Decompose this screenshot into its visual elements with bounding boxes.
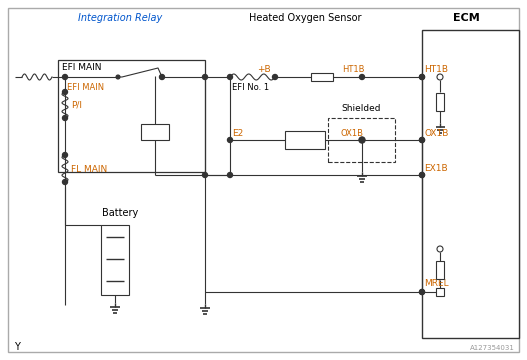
Bar (436, 288, 444, 296)
Text: Y: Y (14, 342, 20, 352)
Bar (101, 225, 129, 295)
Text: EFI MAIN: EFI MAIN (67, 82, 104, 91)
Circle shape (202, 172, 208, 177)
Circle shape (419, 138, 425, 143)
Circle shape (116, 75, 120, 79)
Text: FL MAIN: FL MAIN (71, 165, 108, 174)
Text: A127354031: A127354031 (470, 345, 515, 351)
Bar (285, 131, 325, 149)
Text: HT1B: HT1B (342, 64, 365, 73)
Circle shape (63, 116, 67, 121)
Circle shape (228, 75, 232, 80)
Text: OX1B: OX1B (424, 129, 448, 138)
Circle shape (63, 153, 67, 158)
Circle shape (359, 137, 365, 143)
Circle shape (160, 75, 164, 79)
Circle shape (419, 289, 425, 294)
Circle shape (160, 75, 164, 80)
Circle shape (419, 289, 425, 294)
Bar (436, 261, 444, 279)
Bar (141, 124, 169, 140)
Text: MREL: MREL (424, 279, 448, 288)
Circle shape (63, 180, 67, 185)
Text: HT1B: HT1B (424, 64, 448, 73)
Circle shape (359, 138, 365, 143)
Text: EFI No. 1: EFI No. 1 (232, 82, 269, 91)
Text: OX1B: OX1B (340, 129, 363, 138)
Bar (328, 118, 395, 162)
Text: +B: +B (257, 64, 271, 73)
Circle shape (228, 172, 232, 177)
Circle shape (228, 138, 232, 143)
Circle shape (419, 172, 425, 177)
Text: ECM: ECM (453, 13, 480, 23)
Text: Shielded: Shielded (341, 104, 380, 113)
Bar (422, 30, 519, 338)
Bar (311, 73, 333, 81)
Text: EX1B: EX1B (424, 163, 447, 172)
Circle shape (63, 90, 67, 95)
Text: P/I: P/I (71, 100, 82, 109)
Circle shape (359, 75, 365, 80)
Bar (58, 60, 205, 172)
Text: EFI MAIN: EFI MAIN (62, 63, 102, 72)
Circle shape (419, 75, 425, 80)
Circle shape (202, 75, 208, 80)
Text: Battery: Battery (102, 208, 138, 218)
Circle shape (419, 172, 425, 177)
Text: Heated Oxygen Sensor: Heated Oxygen Sensor (249, 13, 361, 23)
Text: E2: E2 (232, 129, 243, 138)
Circle shape (419, 75, 425, 80)
Text: Integration Relay: Integration Relay (78, 13, 162, 23)
Circle shape (419, 138, 425, 143)
Bar (436, 93, 444, 111)
Circle shape (272, 75, 278, 80)
Circle shape (63, 75, 67, 80)
